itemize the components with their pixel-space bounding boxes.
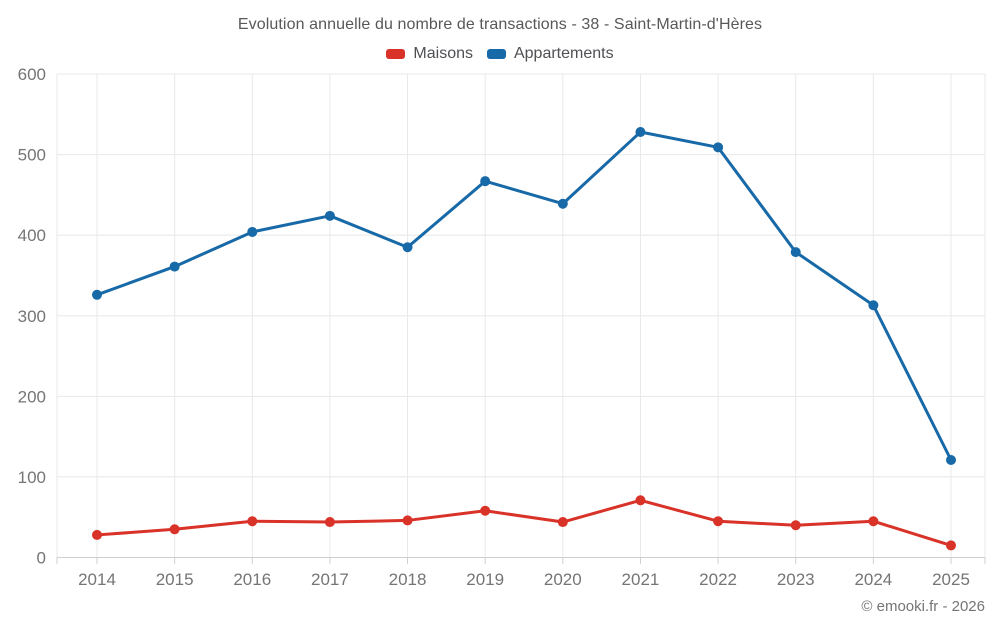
data-point-appartements <box>557 198 568 209</box>
data-point-maisons <box>557 517 568 528</box>
series-line-appartements <box>95 130 953 462</box>
x-axis-tick-label: 2024 <box>854 570 892 589</box>
x-axis-tick-label: 2015 <box>156 570 194 589</box>
data-point-maisons <box>790 520 801 531</box>
data-point-maisons <box>247 516 258 527</box>
chart-legend: Maisons Appartements <box>0 45 1000 63</box>
legend-swatch-appartements <box>486 49 506 59</box>
x-axis-tick-label: 2017 <box>311 570 349 589</box>
y-axis-tick-label: 500 <box>18 146 46 165</box>
chart-title: Evolution annuelle du nombre de transact… <box>237 16 763 33</box>
legend-item-appartements[interactable]: Appartements <box>486 45 614 63</box>
x-axis-tick-label: 2021 <box>622 570 660 589</box>
data-point-appartements <box>324 210 335 221</box>
data-point-appartements <box>402 242 413 253</box>
data-point-maisons <box>480 505 491 516</box>
data-point-maisons <box>324 517 335 528</box>
x-axis-tick-label: 2014 <box>78 570 116 589</box>
x-axis-tick-label: 2016 <box>233 570 271 589</box>
data-point-appartements <box>169 261 180 272</box>
data-point-appartements <box>92 289 102 300</box>
y-axis-tick-label: 600 <box>18 65 46 84</box>
data-point-appartements <box>247 226 258 237</box>
data-point-maisons <box>635 495 646 506</box>
legend-label-maisons: Maisons <box>413 45 473 62</box>
data-point-appartements <box>946 454 956 465</box>
data-point-appartements <box>713 142 724 153</box>
data-point-maisons <box>169 524 180 535</box>
y-axis-tick-label: 300 <box>18 307 46 326</box>
x-axis-tick-label: 2020 <box>544 570 582 589</box>
data-point-appartements <box>868 300 879 311</box>
data-point-appartements <box>480 176 491 187</box>
x-axis-tick-label: 2023 <box>777 570 815 589</box>
y-axis-tick-label: 200 <box>18 387 46 406</box>
x-axis-tick-label: 2025 <box>932 570 970 589</box>
legend-swatch-maisons <box>386 49 406 59</box>
x-axis-tick-label: 2018 <box>389 570 427 589</box>
data-point-maisons <box>868 516 879 527</box>
data-point-maisons <box>402 515 413 526</box>
y-axis-tick-label: 100 <box>18 468 46 487</box>
data-point-maisons <box>946 540 956 551</box>
data-point-appartements <box>790 247 801 258</box>
data-point-appartements <box>635 127 646 138</box>
series-line-maisons <box>95 498 953 547</box>
legend-item-maisons[interactable]: Maisons <box>386 45 473 63</box>
y-axis-tick-label: 400 <box>18 226 46 245</box>
y-axis-tick-label: 0 <box>37 549 46 568</box>
footer-credit: © emooki.fr - 2026 <box>861 598 985 615</box>
x-axis-tick-label: 2019 <box>466 570 504 589</box>
x-axis-tick-label: 2022 <box>699 570 737 589</box>
data-point-maisons <box>92 529 102 540</box>
data-point-maisons <box>713 516 724 527</box>
legend-label-appartements: Appartements <box>513 45 614 62</box>
